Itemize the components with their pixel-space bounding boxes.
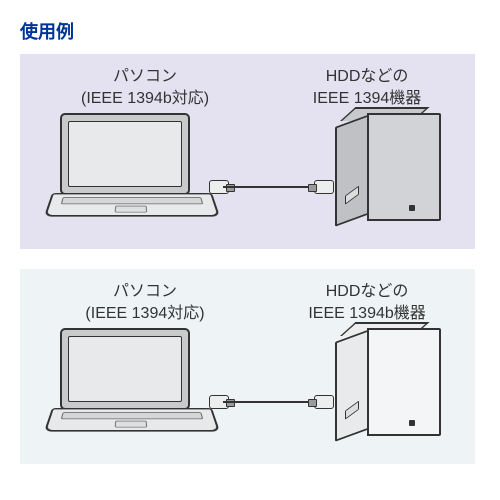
laptop-display [68, 121, 182, 187]
page-title: 使用例 [20, 18, 480, 44]
hdd-port-icon [345, 401, 359, 420]
laptop-keyboard [61, 412, 204, 419]
panel2-scene [34, 328, 461, 448]
hdd-icon [335, 107, 455, 227]
laptop-icon [52, 113, 217, 231]
laptop-trackpad [115, 206, 148, 213]
laptop-display [68, 336, 182, 402]
plug-right-icon [314, 180, 334, 194]
pc-label: パソコン [34, 281, 256, 303]
hdd-sublabel: IEEE 1394機器 [273, 88, 461, 110]
cable-icon [209, 177, 334, 197]
laptop-trackpad [115, 421, 148, 428]
laptop-screen [60, 328, 190, 410]
hdd-front-face [367, 113, 441, 221]
panel2-left-label: パソコン (IEEE 1394対応) [34, 281, 256, 324]
hdd-front-face [367, 328, 441, 436]
panel1-left-label: パソコン (IEEE 1394b対応) [34, 66, 256, 109]
hdd-port-icon [345, 186, 359, 205]
laptop-icon [52, 328, 217, 446]
panel1-scene [34, 113, 461, 233]
hdd-side-face [335, 330, 367, 442]
plug-right-icon [314, 395, 334, 409]
hdd-led-icon [409, 205, 415, 211]
laptop-base [44, 193, 220, 217]
example-panel-2: パソコン (IEEE 1394対応) HDDなどの IEEE 1394b機器 [20, 269, 475, 464]
panel2-labels: パソコン (IEEE 1394対応) HDDなどの IEEE 1394b機器 [34, 281, 461, 324]
laptop-keyboard [61, 197, 204, 204]
example-panel-1: パソコン (IEEE 1394b対応) HDDなどの IEEE 1394機器 [20, 54, 475, 249]
panel1-labels: パソコン (IEEE 1394b対応) HDDなどの IEEE 1394機器 [34, 66, 461, 109]
cable-line [223, 401, 320, 403]
cable-icon [209, 392, 334, 412]
hdd-icon [335, 322, 455, 442]
laptop-screen [60, 113, 190, 195]
hdd-sublabel: IEEE 1394b機器 [273, 303, 461, 325]
panel2-right-label: HDDなどの IEEE 1394b機器 [273, 281, 461, 324]
hdd-side-face [335, 115, 367, 227]
cable-line [223, 186, 320, 188]
pc-sublabel: (IEEE 1394b対応) [34, 88, 256, 110]
hdd-label: HDDなどの [273, 66, 461, 88]
pc-label: パソコン [34, 66, 256, 88]
laptop-base [44, 408, 220, 432]
hdd-label: HDDなどの [273, 281, 461, 303]
panel1-right-label: HDDなどの IEEE 1394機器 [273, 66, 461, 109]
hdd-led-icon [409, 420, 415, 426]
pc-sublabel: (IEEE 1394対応) [34, 303, 256, 325]
